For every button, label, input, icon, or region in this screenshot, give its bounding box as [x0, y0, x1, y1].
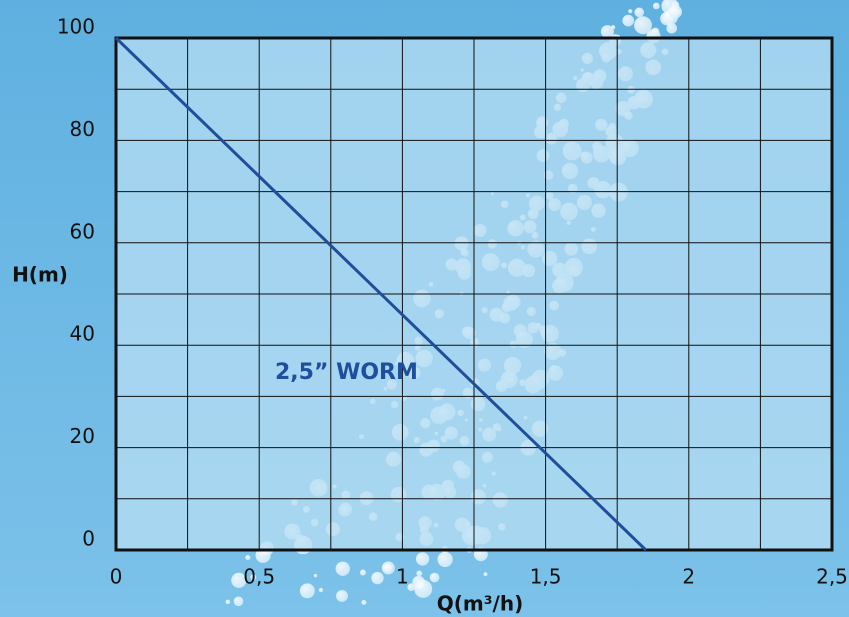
- y-tick-label: 60: [70, 219, 95, 243]
- y-axis-label: H(m): [12, 263, 68, 287]
- bubble: [336, 590, 348, 602]
- bubble: [651, 27, 660, 36]
- bubble: [318, 587, 324, 593]
- bubble: [668, 4, 682, 19]
- plot-border: [114, 36, 834, 552]
- bubble: [666, 22, 678, 34]
- x-axis-label: Q(m³/h): [437, 592, 523, 616]
- x-tick-label: 0,5: [243, 565, 275, 589]
- bubble: [381, 561, 395, 575]
- y-tick-label: 0: [82, 527, 95, 551]
- bubble: [634, 16, 652, 35]
- bubble: [245, 555, 251, 561]
- y-tick-label: 80: [70, 117, 95, 141]
- bubble: [225, 599, 231, 605]
- bubble: [437, 551, 453, 568]
- bubble: [652, 2, 660, 10]
- y-tick-label: 100: [57, 15, 95, 39]
- bubble: [628, 9, 633, 14]
- y-tick-label: 40: [70, 322, 95, 346]
- bubble: [634, 7, 645, 18]
- bubble: [361, 599, 367, 606]
- bubble: [335, 561, 350, 576]
- x-tick-label: 1,5: [530, 565, 562, 589]
- x-tick-label: 2,5: [816, 565, 848, 589]
- bubble: [299, 583, 315, 599]
- bubble: [600, 25, 614, 39]
- bubble: [407, 583, 415, 591]
- bubble: [255, 547, 271, 563]
- series-label: 2,5” WORM: [275, 360, 418, 385]
- x-tick-label: 2: [682, 565, 695, 589]
- bubble: [483, 572, 488, 577]
- bubble: [414, 579, 433, 598]
- bubble: [233, 596, 244, 607]
- bubble: [415, 552, 430, 566]
- bubble: [231, 572, 247, 588]
- bubble: [622, 14, 635, 27]
- bubble: [313, 573, 318, 578]
- series-line: [114, 36, 647, 552]
- x-tick-label: 0: [110, 565, 123, 589]
- bubble: [429, 572, 440, 583]
- bubble: [416, 570, 423, 577]
- bubble: [250, 574, 257, 581]
- bubble: [371, 571, 384, 585]
- y-tick-label: 20: [70, 424, 95, 448]
- x-tick-label: 1: [396, 565, 409, 589]
- bubble: [360, 569, 367, 576]
